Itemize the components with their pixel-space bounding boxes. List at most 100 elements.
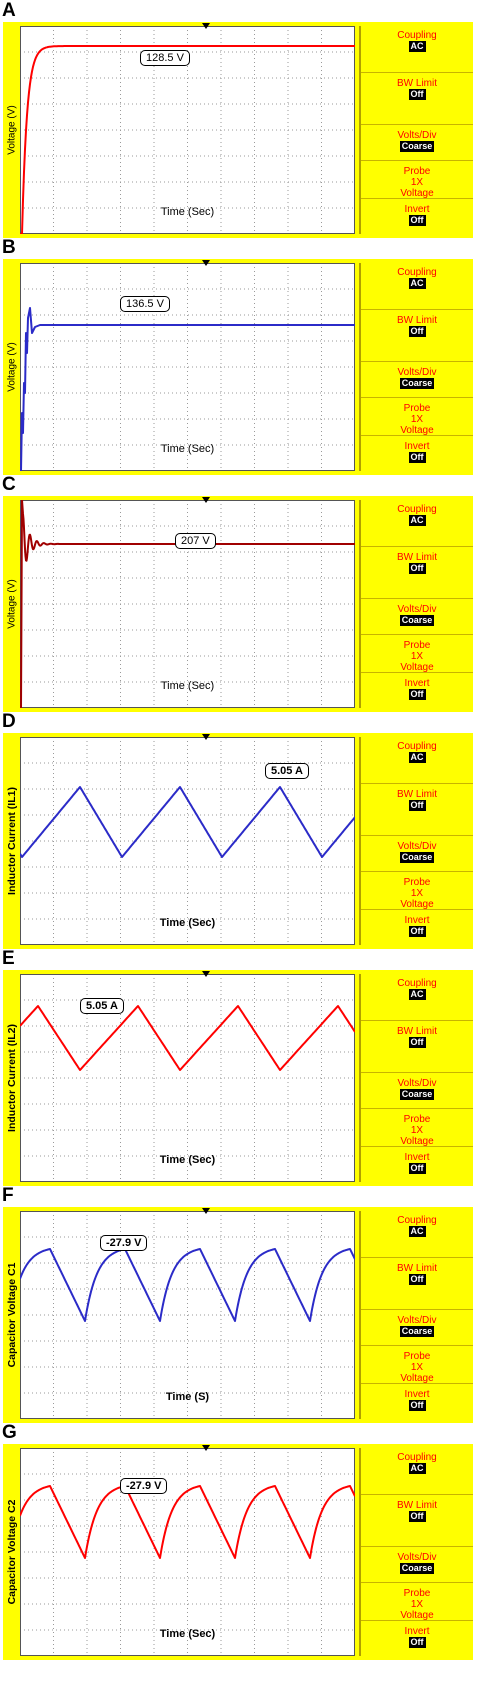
menu-item-invert[interactable]: Invert Off — [361, 915, 473, 937]
menu-item-invert[interactable]: Invert Off — [361, 678, 473, 700]
menu-item-label: 1X — [410, 414, 424, 425]
x-axis-label: Time (Sec) — [159, 1628, 216, 1640]
menu-item-value-wrap: Off — [361, 1163, 473, 1174]
plot-border — [20, 1211, 355, 1419]
menu-item-label: 1X — [410, 1362, 424, 1373]
menu-divider — [361, 1345, 473, 1346]
panel-letter: B — [2, 237, 16, 258]
menu-item-bw-limit[interactable]: BW Limit Off — [361, 78, 473, 100]
menu-item-value-wrap: Off — [361, 689, 473, 700]
menu-item-label: Probe — [403, 1351, 431, 1362]
menu-divider — [361, 1582, 473, 1583]
oscilloscope-screen: Capacitor Voltage C2 Time (Sec) -27.9 V Cou… — [3, 1444, 473, 1660]
menu-item-value-wrap: AC — [361, 1226, 473, 1237]
value-callout: 5.05 A — [80, 998, 125, 1014]
menu-item-bw-limit[interactable]: BW Limit Off — [361, 1500, 473, 1522]
menu-item-value: AC — [408, 1463, 426, 1474]
oscilloscope-screen: Voltage (V) Time (Sec) 136.5 V Coupling AC BW… — [3, 259, 473, 475]
menu-item-coupling[interactable]: Coupling AC — [361, 741, 473, 763]
menu-item-value: Coarse — [399, 1089, 435, 1100]
scope-menu: Coupling AC BW Limit Off Volts/Div Coarse Prob… — [359, 737, 473, 945]
scope-menu: Coupling AC BW Limit Off Volts/Div Coarse Prob… — [359, 263, 473, 471]
menu-item-label: Volts/Div — [397, 367, 437, 378]
menu-item-value: AC — [408, 41, 426, 52]
x-axis-label: Time (Sec) — [160, 206, 215, 218]
menu-item-value: AC — [408, 752, 426, 763]
menu-item-label: Volts/Div — [397, 130, 437, 141]
chart-panel-d: D Inductor Current (IL1) Time (Sec) 5.05 A C… — [0, 711, 478, 952]
menu-item-label: Probe — [403, 1588, 431, 1599]
waveform-svg — [20, 974, 355, 1182]
y-axis-label-text: Inductor Current (IL1) — [5, 787, 18, 895]
menu-item-invert[interactable]: Invert Off — [361, 1626, 473, 1648]
menu-item-label: Invert — [404, 915, 430, 926]
menu-item-volts-div[interactable]: Volts/Div Coarse — [361, 841, 473, 863]
menu-item-invert[interactable]: Invert Off — [361, 1152, 473, 1174]
waveform-trace — [20, 307, 355, 471]
menu-divider — [361, 1494, 473, 1495]
menu-divider — [361, 1108, 473, 1109]
x-axis-label: Time (Sec) — [159, 917, 216, 929]
menu-item-label: Voltage — [400, 188, 434, 199]
menu-item-label: 1X — [410, 888, 424, 899]
menu-item-label: Voltage — [400, 1136, 434, 1147]
menu-item-coupling[interactable]: Coupling AC — [361, 1215, 473, 1237]
menu-item-coupling[interactable]: Coupling AC — [361, 267, 473, 289]
plot-border — [20, 263, 355, 471]
menu-item-label: Invert — [404, 1152, 430, 1163]
menu-item-volts-div[interactable]: Volts/Div Coarse — [361, 1315, 473, 1337]
menu-item-volts-div[interactable]: Volts/Div Coarse — [361, 604, 473, 626]
menu-item-probe[interactable]: Probe 1X Voltage — [361, 1588, 473, 1621]
menu-item-label: BW Limit — [397, 1263, 437, 1274]
menu-divider — [361, 124, 473, 125]
menu-item-bw-limit[interactable]: BW Limit Off — [361, 1026, 473, 1048]
menu-item-invert[interactable]: Invert Off — [361, 204, 473, 226]
menu-item-probe[interactable]: Probe 1X Voltage — [361, 166, 473, 199]
menu-item-bw-limit[interactable]: BW Limit Off — [361, 789, 473, 811]
chart-panel-c: C Voltage (V) Time (Sec) 207 V Coupling AC BW … — [0, 474, 478, 715]
menu-item-value-wrap: AC — [361, 1463, 473, 1474]
menu-item-volts-div[interactable]: Volts/Div Coarse — [361, 1552, 473, 1574]
menu-divider — [361, 1146, 473, 1147]
menu-divider — [361, 1383, 473, 1384]
menu-item-value: Off — [408, 926, 426, 937]
menu-item-probe[interactable]: Probe 1X Voltage — [361, 1351, 473, 1384]
menu-item-bw-limit[interactable]: BW Limit Off — [361, 315, 473, 337]
menu-item-coupling[interactable]: Coupling AC — [361, 30, 473, 52]
chart-panel-b: B Voltage (V) Time (Sec) 136.5 V Coupling AC B… — [0, 237, 478, 478]
panel-letter: C — [2, 474, 16, 495]
menu-divider — [361, 835, 473, 836]
menu-item-label: Volts/Div — [397, 1552, 437, 1563]
menu-item-value: AC — [408, 515, 426, 526]
y-axis-label-text: Voltage (V) — [6, 105, 17, 155]
menu-item-value: Off — [408, 689, 426, 700]
menu-item-invert[interactable]: Invert Off — [361, 441, 473, 463]
menu-item-label: 1X — [410, 1599, 424, 1610]
menu-item-coupling[interactable]: Coupling AC — [361, 1452, 473, 1474]
menu-item-label: Invert — [404, 1626, 430, 1637]
plot-area — [20, 260, 355, 471]
menu-item-bw-limit[interactable]: BW Limit Off — [361, 552, 473, 574]
menu-item-label: Coupling — [397, 30, 437, 41]
x-axis-label: Time (S) — [165, 1391, 210, 1403]
waveform-trace — [20, 1005, 355, 1071]
menu-item-label: Probe — [403, 403, 431, 414]
menu-item-coupling[interactable]: Coupling AC — [361, 978, 473, 1000]
menu-item-volts-div[interactable]: Volts/Div Coarse — [361, 130, 473, 152]
menu-item-value: AC — [408, 989, 426, 1000]
menu-item-probe[interactable]: Probe 1X Voltage — [361, 1114, 473, 1147]
menu-item-probe[interactable]: Probe 1X Voltage — [361, 877, 473, 910]
value-callout: 128.5 V — [140, 50, 190, 66]
panel-letter: D — [2, 711, 16, 732]
oscilloscope-screen: Voltage (V) Time (Sec) 128.5 V Coupling AC BW… — [3, 22, 473, 238]
menu-item-coupling[interactable]: Coupling AC — [361, 504, 473, 526]
menu-item-label: Volts/Div — [397, 604, 437, 615]
menu-item-volts-div[interactable]: Volts/Div Coarse — [361, 367, 473, 389]
menu-item-probe[interactable]: Probe 1X Voltage — [361, 403, 473, 436]
menu-item-volts-div[interactable]: Volts/Div Coarse — [361, 1078, 473, 1100]
menu-item-probe[interactable]: Probe 1X Voltage — [361, 640, 473, 673]
menu-item-label: BW Limit — [397, 1500, 437, 1511]
menu-item-invert[interactable]: Invert Off — [361, 1389, 473, 1411]
menu-item-bw-limit[interactable]: BW Limit Off — [361, 1263, 473, 1285]
menu-item-label: 1X — [410, 1125, 424, 1136]
